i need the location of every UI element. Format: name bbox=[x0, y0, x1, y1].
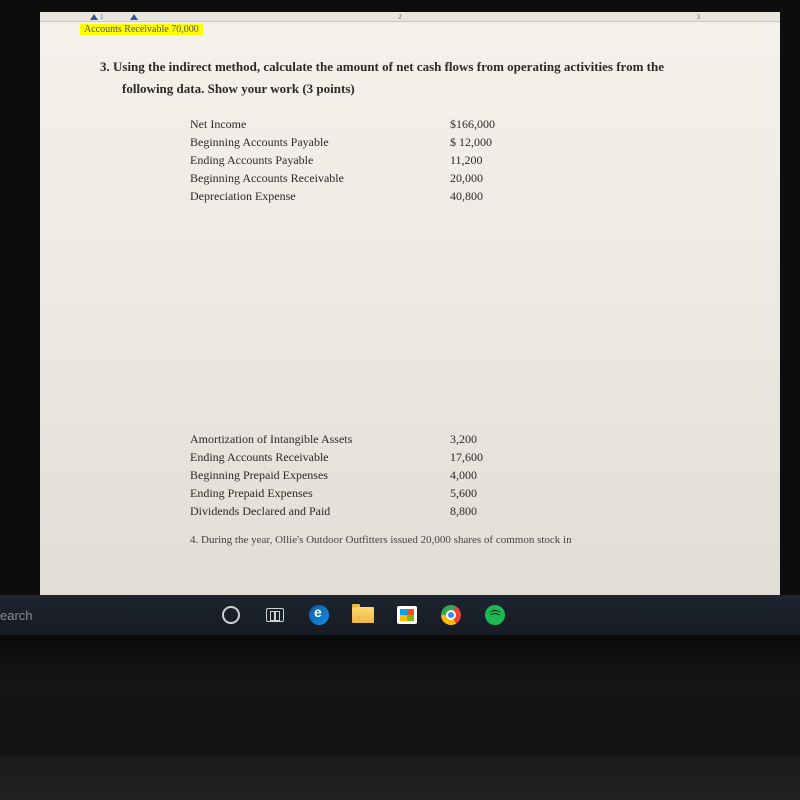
data-value: $166,000 bbox=[450, 115, 530, 133]
data-label: Ending Accounts Payable bbox=[190, 151, 450, 169]
data-row[interactable]: Amortization of Intangible Assets 3,200 bbox=[190, 430, 750, 448]
ruler[interactable]: 1 2 3 bbox=[40, 12, 780, 22]
data-row[interactable]: Ending Accounts Receivable 17,600 bbox=[190, 448, 750, 466]
data-label: Depreciation Expense bbox=[190, 187, 450, 205]
ruler-mark: 1 bbox=[100, 13, 104, 21]
question-line-1[interactable]: 3. Using the indirect method, calculate … bbox=[100, 57, 750, 77]
data-label: Amortization of Intangible Assets bbox=[190, 430, 450, 448]
data-label: Beginning Accounts Receivable bbox=[190, 169, 450, 187]
data-row[interactable]: Beginning Prepaid Expenses 4,000 bbox=[190, 466, 750, 484]
data-row[interactable]: Ending Prepaid Expenses 5,600 bbox=[190, 484, 750, 502]
ruler-mark: 2 bbox=[398, 13, 402, 21]
data-value: 4,000 bbox=[450, 466, 530, 484]
highlighted-text[interactable]: Accounts Receivable 70,000 bbox=[80, 24, 203, 35]
taskview-icon[interactable] bbox=[264, 604, 286, 626]
store-icon[interactable] bbox=[396, 604, 418, 626]
data-label: Ending Prepaid Expenses bbox=[190, 484, 450, 502]
data-label: Beginning Prepaid Expenses bbox=[190, 466, 450, 484]
data-row[interactable]: Ending Accounts Payable 11,200 bbox=[190, 151, 750, 169]
spotify-icon[interactable] bbox=[484, 604, 506, 626]
data-value: 40,800 bbox=[450, 187, 530, 205]
laptop-screen: 1 2 3 Accounts Receivable 70,000 3. Usin… bbox=[0, 0, 800, 635]
data-block-1: Net Income $166,000 Beginning Accounts P… bbox=[190, 115, 750, 205]
data-value: 11,200 bbox=[450, 151, 530, 169]
data-row[interactable]: Beginning Accounts Payable $ 12,000 bbox=[190, 133, 750, 151]
data-row[interactable]: Dividends Declared and Paid 8,800 bbox=[190, 502, 750, 520]
data-value: 8,800 bbox=[450, 502, 530, 520]
file-explorer-icon[interactable] bbox=[352, 604, 374, 626]
data-label: Net Income bbox=[190, 115, 450, 133]
data-value: 3,200 bbox=[450, 430, 530, 448]
cutoff-text[interactable]: 4. During the year, Ollie's Outdoor Outf… bbox=[190, 534, 750, 546]
data-value: $ 12,000 bbox=[450, 133, 530, 151]
question-line-2[interactable]: following data. Show your work (3 points… bbox=[122, 81, 750, 97]
windows-taskbar[interactable]: earch bbox=[0, 595, 800, 635]
ruler-indent-marker[interactable] bbox=[90, 14, 98, 20]
edge-icon[interactable] bbox=[308, 604, 330, 626]
data-row[interactable]: Net Income $166,000 bbox=[190, 115, 750, 133]
ruler-marks: 1 2 3 bbox=[100, 12, 700, 22]
chrome-icon[interactable] bbox=[440, 604, 462, 626]
data-value: 20,000 bbox=[450, 169, 530, 187]
data-value: 17,600 bbox=[450, 448, 530, 466]
document-content: 3. Using the indirect method, calculate … bbox=[100, 57, 750, 546]
taskbar-icons bbox=[220, 604, 506, 626]
data-label: Beginning Accounts Payable bbox=[190, 133, 450, 151]
laptop-body bbox=[0, 635, 800, 800]
document-page: 1 2 3 Accounts Receivable 70,000 3. Usin… bbox=[40, 12, 780, 627]
cortana-icon[interactable] bbox=[220, 604, 242, 626]
data-row[interactable]: Depreciation Expense 40,800 bbox=[190, 187, 750, 205]
data-row[interactable]: Beginning Accounts Receivable 20,000 bbox=[190, 169, 750, 187]
side-margin bbox=[0, 0, 40, 635]
data-value: 5,600 bbox=[450, 484, 530, 502]
data-label: Dividends Declared and Paid bbox=[190, 502, 450, 520]
search-text[interactable]: earch bbox=[0, 608, 60, 623]
keyboard-edge bbox=[0, 755, 800, 800]
ruler-mark: 3 bbox=[697, 13, 701, 21]
data-block-2: Amortization of Intangible Assets 3,200 … bbox=[190, 430, 750, 520]
data-label: Ending Accounts Receivable bbox=[190, 448, 450, 466]
